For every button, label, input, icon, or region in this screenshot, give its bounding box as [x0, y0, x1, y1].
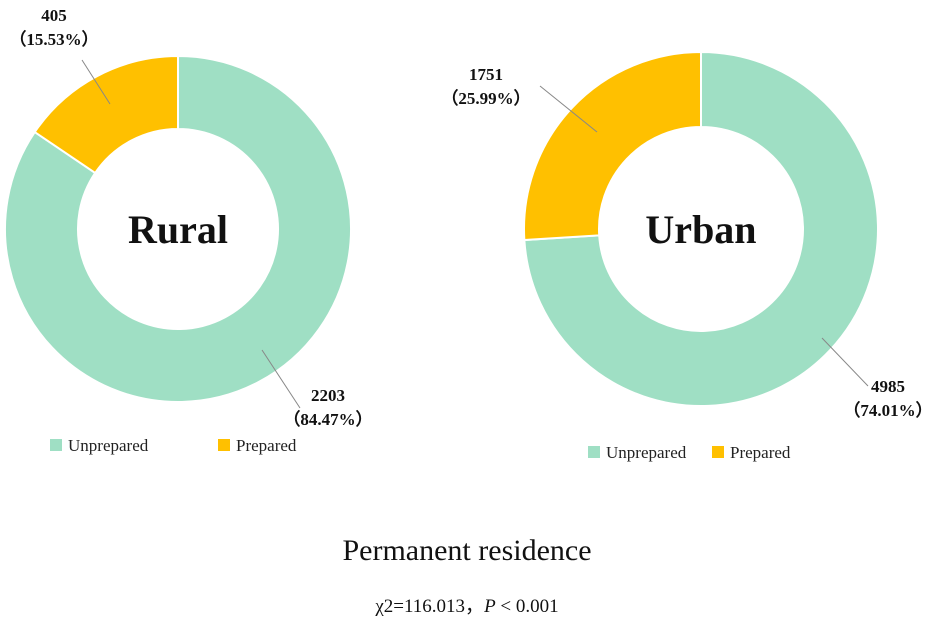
donut-urban: Urban 4985 （74.01%） 1751 （25.99%） Unprepared P…: [441, 50, 933, 462]
value-label: 1751: [469, 65, 503, 84]
caption-p-symbol: P: [483, 596, 496, 617]
legend-label-unprepared: Unprepared: [606, 443, 687, 462]
value-label: 2203: [311, 386, 345, 405]
legend-swatch-prepared: [218, 439, 230, 451]
legend-swatch-unprepared: [588, 446, 600, 458]
donut-rural: Rural 2203 （84.47%） 405 （15.53%） Unprepared Pr…: [4, 6, 373, 455]
legend-label-prepared: Prepared: [730, 443, 791, 462]
percent-label: （84.47%）: [283, 409, 372, 429]
percent-label: （15.53%）: [9, 29, 98, 49]
slice-unprepared: [4, 54, 352, 403]
center-label: Urban: [645, 207, 756, 252]
percent-label: （25.99%）: [441, 88, 530, 108]
caption-title: Permanent residence: [342, 534, 591, 567]
legend-label-prepared: Prepared: [236, 436, 297, 455]
caption-statistic: χ2=116.013，P < 0.001: [374, 596, 558, 617]
donut-charts: Rural 2203 （84.47%） 405 （15.53%） Unprepared Pr…: [4, 6, 933, 462]
slice-prepared: [33, 54, 179, 175]
value-label: 405: [41, 6, 67, 25]
percent-label: （74.01%）: [843, 400, 932, 420]
leader-line: [261, 349, 301, 409]
legend-label-unprepared: Unprepared: [68, 436, 149, 455]
slice-prepared: [523, 50, 702, 242]
center-label: Rural: [128, 207, 228, 252]
leader-line: [539, 85, 598, 133]
legend-swatch-prepared: [712, 446, 724, 458]
caption-p-value: < 0.001: [496, 596, 559, 617]
slice-unprepared: [523, 50, 879, 407]
leader-line: [821, 337, 869, 387]
leader-line: [81, 59, 111, 105]
legend-swatch-unprepared: [50, 439, 62, 451]
value-label: 4985: [871, 377, 905, 396]
caption-chi-square: χ2=116.013，: [374, 596, 484, 617]
